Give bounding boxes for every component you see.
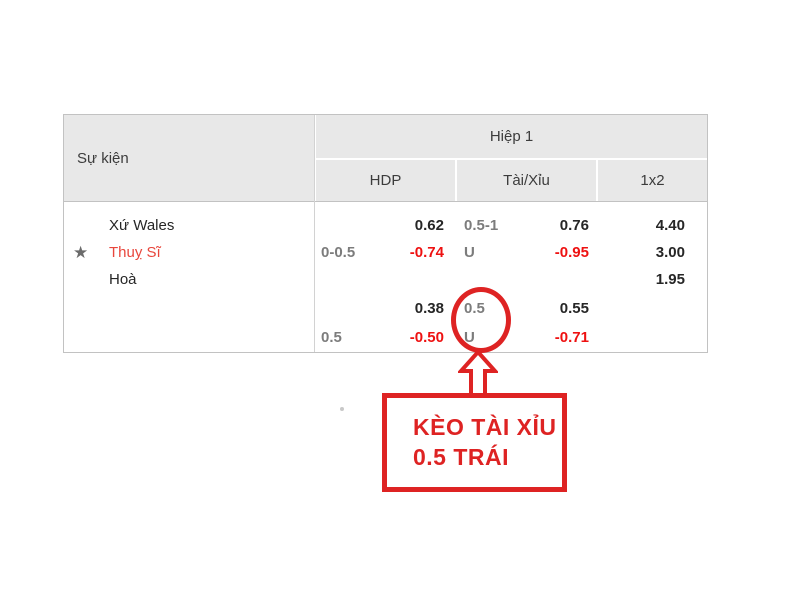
- favorite-star-icon[interactable]: ★: [73, 243, 89, 262]
- event-column-divider: [314, 115, 315, 352]
- column-header-1x2: 1x2: [598, 160, 707, 201]
- event-column-header: Sự kiện: [64, 115, 314, 201]
- team-name-away: Thuỵ Sĩ: [109, 244, 161, 261]
- event-header-label: Sự kiện: [77, 149, 129, 167]
- 1x2-odds-away[interactable]: 3.00: [655, 244, 685, 261]
- 1x2-header-label: 1x2: [640, 172, 665, 189]
- ou-line-1: 0.5-1: [464, 217, 499, 234]
- odds-table: Sự kiện Hiệp 1 HDP Tài/Xỉu 1x2 Xứ Wales …: [63, 114, 708, 353]
- hdp-odds-bottom-2[interactable]: -0.50: [409, 329, 444, 346]
- hdp-odds-bottom-1[interactable]: -0.74: [409, 244, 444, 261]
- column-header-over-under: Tài/Xỉu: [457, 160, 596, 201]
- 1x2-odds-home[interactable]: 4.40: [655, 217, 685, 234]
- 1x2-odds-draw[interactable]: 1.95: [655, 271, 685, 288]
- annotation-text-line1: KÈO TÀI XỈU: [413, 414, 557, 440]
- header-divider: [64, 201, 707, 202]
- up-arrow-icon: [458, 350, 498, 398]
- annotation-text-line2: 0.5 TRÁI: [413, 444, 510, 470]
- ou-odds-top-1[interactable]: 0.76: [559, 217, 589, 234]
- hdp-handicap-1: 0-0.5: [321, 244, 356, 261]
- period-header-label: Hiệp 1: [489, 128, 534, 145]
- annotation-callout-box: KÈO TÀI XỈU 0.5 TRÁI: [382, 393, 567, 492]
- over-under-header-label: Tài/Xỉu: [503, 172, 550, 189]
- column-header-hdp: HDP: [316, 160, 455, 201]
- team-name-home: Xứ Wales: [109, 217, 175, 234]
- stray-mark: [340, 407, 344, 411]
- team-name-draw: Hoà: [109, 271, 137, 288]
- hdp-header-label: HDP: [369, 172, 402, 189]
- ou-odds-top-2[interactable]: 0.55: [559, 300, 589, 317]
- ou-side-1: U: [464, 244, 475, 261]
- hdp-odds-top-2[interactable]: 0.38: [414, 300, 444, 317]
- ou-odds-bottom-1[interactable]: -0.95: [554, 244, 589, 261]
- highlight-circle: [451, 287, 511, 353]
- hdp-odds-top-1[interactable]: 0.62: [414, 217, 444, 234]
- period-header: Hiệp 1: [316, 115, 707, 158]
- ou-odds-bottom-2[interactable]: -0.71: [554, 329, 589, 346]
- hdp-handicap-2: 0.5: [321, 329, 342, 346]
